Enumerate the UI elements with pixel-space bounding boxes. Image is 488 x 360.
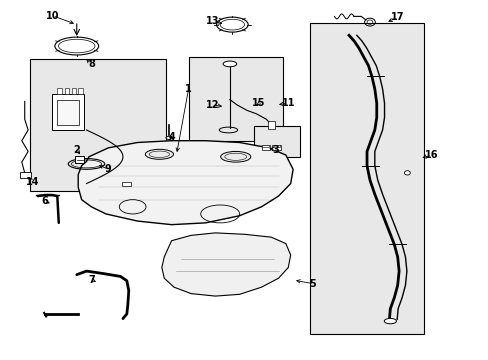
Text: 9: 9: [105, 164, 111, 174]
Bar: [57, 100, 79, 125]
Text: 8: 8: [88, 59, 95, 69]
Text: 3: 3: [272, 145, 279, 155]
Polygon shape: [78, 141, 292, 225]
Bar: [273, 145, 280, 147]
Bar: [309, 23, 424, 334]
Text: 13: 13: [206, 16, 219, 26]
Text: 4: 4: [168, 132, 175, 142]
Bar: [52, 94, 84, 130]
Text: 1: 1: [185, 84, 192, 94]
Bar: [20, 172, 30, 178]
Bar: [72, 88, 76, 94]
Bar: [254, 126, 300, 157]
Polygon shape: [162, 233, 290, 296]
Text: 2: 2: [73, 145, 80, 155]
Text: 16: 16: [424, 150, 438, 160]
Bar: [30, 59, 165, 191]
Ellipse shape: [384, 319, 396, 324]
Bar: [122, 182, 130, 186]
Bar: [75, 157, 84, 163]
Bar: [261, 145, 270, 150]
Bar: [262, 145, 269, 147]
Bar: [57, 88, 61, 94]
Bar: [64, 88, 69, 94]
Bar: [272, 145, 281, 150]
Text: 15: 15: [252, 98, 265, 108]
Ellipse shape: [220, 152, 250, 162]
Text: 12: 12: [206, 100, 219, 110]
Text: 10: 10: [45, 11, 59, 21]
Bar: [78, 88, 82, 94]
Text: 11: 11: [281, 98, 294, 108]
Text: 7: 7: [88, 275, 95, 285]
Ellipse shape: [404, 171, 409, 175]
Text: 17: 17: [390, 13, 404, 22]
Bar: [188, 57, 283, 141]
Text: 14: 14: [26, 177, 40, 187]
Ellipse shape: [165, 136, 172, 139]
Ellipse shape: [223, 61, 236, 67]
Ellipse shape: [145, 149, 173, 159]
Text: 6: 6: [41, 197, 48, 206]
Text: 5: 5: [308, 279, 315, 289]
Bar: [267, 121, 275, 129]
